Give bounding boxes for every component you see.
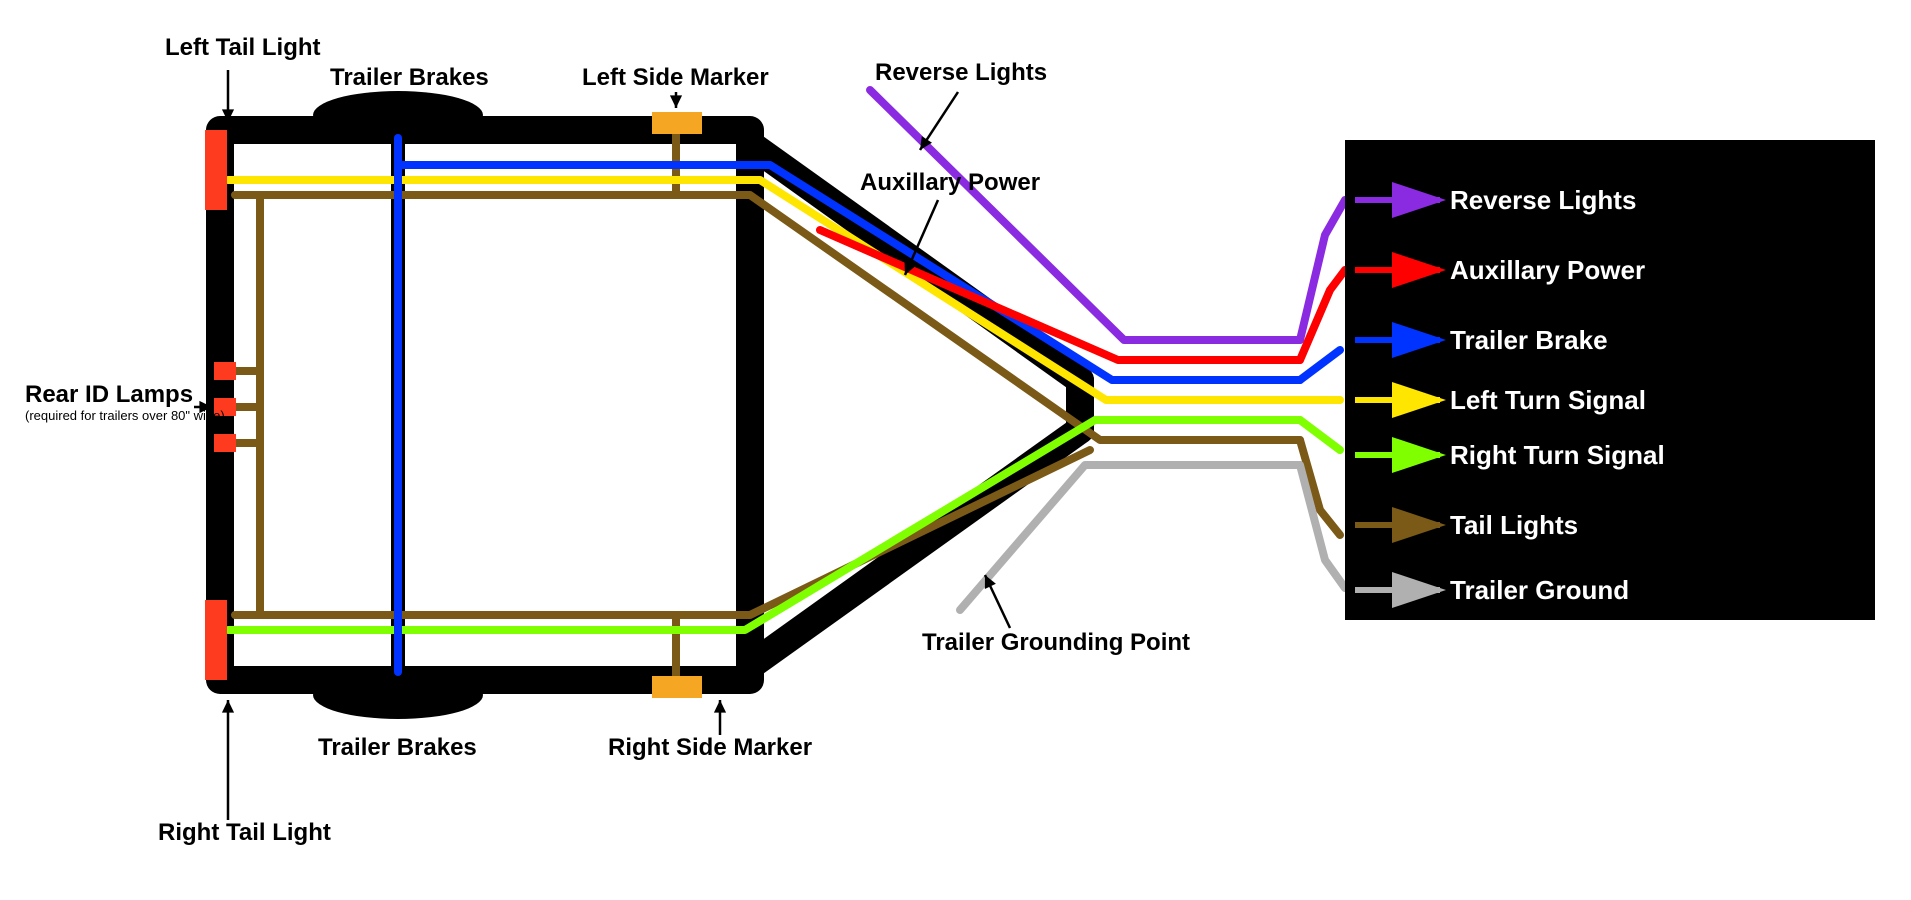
ground-label: Trailer Grounding Point xyxy=(922,629,1190,656)
rear-id-lamp xyxy=(214,434,236,452)
wire-right-turn xyxy=(1300,420,1340,450)
wire-reverse xyxy=(1300,200,1345,340)
wires xyxy=(228,90,1345,677)
aux-label: Auxillary Power xyxy=(860,169,1040,196)
lights xyxy=(205,112,702,698)
reverse-label: Reverse Lights xyxy=(875,59,1047,86)
wire-tail xyxy=(235,450,1090,615)
legend-label: Reverse Lights xyxy=(1450,185,1636,215)
tail-light-right xyxy=(205,600,227,680)
legend-label: Tail Lights xyxy=(1450,510,1578,540)
left_tail-label: Left Tail Light xyxy=(165,34,321,61)
legend-label: Left Turn Signal xyxy=(1450,385,1646,415)
rear-id-label: Rear ID Lamps xyxy=(25,381,193,408)
right_tail-label: Right Tail Light xyxy=(158,819,331,846)
legend-label: Trailer Brake xyxy=(1450,325,1608,355)
legend-label: Trailer Ground xyxy=(1450,575,1629,605)
callouts: Left Tail Light Right Tail Light Trailer B… xyxy=(25,34,1190,846)
legend-label: Right Turn Signal xyxy=(1450,440,1665,470)
legend-label: Auxillary Power xyxy=(1450,255,1645,285)
rear-id-lamp xyxy=(214,362,236,380)
left_marker-label: Left Side Marker xyxy=(582,64,769,91)
side-marker-left xyxy=(652,112,702,134)
tail-light-left xyxy=(205,130,227,210)
right_marker-label: Right Side Marker xyxy=(608,734,812,761)
brakes_top-label: Trailer Brakes xyxy=(330,64,489,91)
rear-id-sublabel: (required for trailers over 80" wide) xyxy=(25,408,225,423)
legend-box: Reverse Lights Auxillary Power Trailer Bra… xyxy=(1345,140,1875,620)
brakes_bot-label: Trailer Brakes xyxy=(318,734,477,761)
side-marker-right xyxy=(652,676,702,698)
